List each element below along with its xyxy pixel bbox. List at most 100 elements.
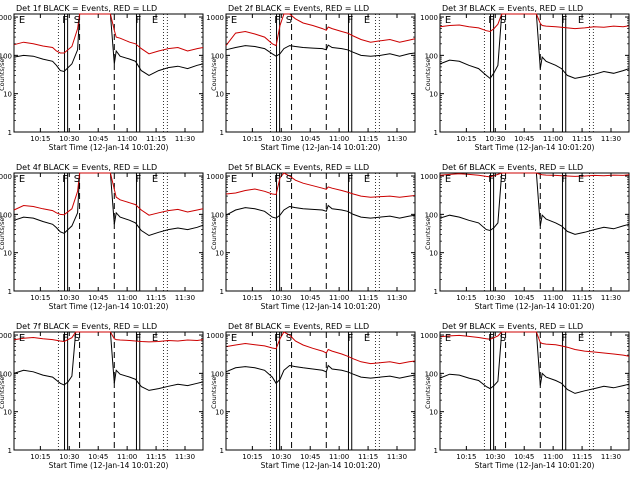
y-tick-label: 10 [3, 250, 12, 258]
marker-letter: F [488, 174, 494, 185]
panel-title: Det 2f BLACK = Events, RED = LLD [228, 4, 369, 13]
panel-title: Det 7f BLACK = Events, RED = LLD [16, 322, 157, 331]
x-axis-label: Start Time (12-Jan-14 10:01:20) [261, 461, 381, 470]
x-tick-label: 11:00 [117, 294, 137, 302]
marker-letter: S [286, 15, 292, 26]
y-tick-label: 100 [0, 52, 12, 60]
series-line-events [225, 204, 416, 219]
marker-letter: E [445, 174, 451, 185]
y-tick-label: 10 [429, 91, 438, 99]
y-tick-label: 100 [211, 52, 224, 60]
y-tick-label: 1000 [420, 173, 438, 181]
series-line-lld [225, 331, 416, 365]
x-tick-label: 10:15 [30, 294, 50, 302]
x-tick-label: 10:45 [300, 135, 320, 143]
x-tick-label: 11:15 [146, 294, 166, 302]
plot-frame [225, 172, 416, 292]
y-tick-label: 10 [215, 409, 224, 417]
marker-letter: S [500, 15, 506, 26]
marker-letter: E [445, 333, 451, 344]
x-tick-label: 10:30 [271, 294, 291, 302]
y-tick-label: 10 [215, 250, 224, 258]
series-line-lld [439, 331, 630, 357]
series-line-events [13, 13, 204, 76]
marker-letter: S [74, 174, 80, 185]
x-tick-label: 10:30 [485, 453, 505, 461]
y-tick-label: 100 [211, 370, 224, 378]
x-tick-label: 10:15 [456, 453, 476, 461]
plot-frame [439, 331, 630, 451]
x-tick-label: 11:15 [358, 453, 378, 461]
marker-letter: F [136, 15, 142, 26]
marker-letter: E [445, 15, 451, 26]
x-axis-label: Start Time (12-Jan-14 10:01:20) [49, 461, 169, 470]
x-tick-label: 10:45 [300, 294, 320, 302]
x-tick-label: 11:00 [543, 453, 563, 461]
series-line-events [439, 172, 630, 235]
marker-letter: E [231, 15, 237, 26]
panel-title: Det 8f BLACK = Events, RED = LLD [228, 322, 369, 331]
marker-letter: S [286, 333, 292, 344]
series-line-events [225, 44, 416, 57]
marker-letter: E [152, 333, 158, 344]
y-tick-label: 1 [8, 129, 12, 137]
y-tick-label: 1 [8, 288, 12, 296]
y-axis-label: Counts/sec [210, 55, 218, 91]
panel-1: EFSFE110100100010:1510:3010:4511:0011:15… [0, 4, 204, 152]
series-line-events [439, 331, 630, 394]
x-tick-label: 10:45 [88, 135, 108, 143]
x-tick-label: 10:45 [514, 453, 534, 461]
marker-letter: E [152, 15, 158, 26]
x-tick-label: 11:30 [387, 135, 407, 143]
marker-letter: E [364, 333, 370, 344]
marker-letter: F [348, 333, 354, 344]
y-tick-label: 100 [425, 52, 438, 60]
x-axis-label: Start Time (12-Jan-14 10:01:20) [49, 143, 169, 152]
marker-letter: E [19, 333, 25, 344]
x-tick-label: 11:30 [175, 453, 195, 461]
y-axis-label: Counts/sec [0, 55, 6, 91]
y-tick-label: 100 [0, 211, 12, 219]
y-tick-label: 1000 [420, 14, 438, 22]
marker-letter: F [488, 333, 494, 344]
plot-frame [439, 172, 630, 292]
series-line-lld [13, 331, 204, 343]
y-tick-label: 1 [220, 288, 224, 296]
marker-letter: F [62, 15, 68, 26]
plot-frame [225, 331, 416, 451]
x-tick-label: 11:30 [601, 453, 621, 461]
y-tick-label: 100 [211, 211, 224, 219]
x-tick-label: 10:45 [88, 453, 108, 461]
x-tick-label: 11:30 [601, 135, 621, 143]
marker-letter: E [364, 174, 370, 185]
series-line-lld [439, 13, 630, 33]
marker-letter: E [152, 174, 158, 185]
series-line-lld [439, 172, 630, 178]
x-tick-label: 11:30 [175, 294, 195, 302]
x-tick-label: 11:00 [329, 135, 349, 143]
y-axis-label: Counts/sec [424, 373, 432, 409]
marker-letter: F [62, 174, 68, 185]
panel-title: Det 9f BLACK = Events, RED = LLD [442, 322, 583, 331]
y-axis-label: Counts/sec [424, 55, 432, 91]
panel-title: Det 5f BLACK = Events, RED = LLD [228, 163, 369, 172]
series-line-events [225, 364, 416, 385]
marker-letter: F [488, 15, 494, 26]
x-tick-label: 11:00 [543, 294, 563, 302]
x-axis-label: Start Time (12-Jan-14 10:01:20) [475, 302, 595, 311]
marker-letter: E [578, 174, 584, 185]
y-tick-label: 1000 [0, 173, 12, 181]
x-tick-label: 11:15 [146, 135, 166, 143]
x-tick-label: 11:15 [572, 135, 592, 143]
x-tick-label: 10:30 [59, 453, 79, 461]
y-tick-label: 10 [429, 250, 438, 258]
marker-letter: E [364, 15, 370, 26]
x-tick-label: 10:15 [242, 294, 262, 302]
marker-letter: E [578, 15, 584, 26]
plot-frame [439, 13, 630, 133]
x-tick-label: 10:15 [242, 135, 262, 143]
marker-letter: F [274, 174, 280, 185]
x-tick-label: 10:45 [514, 135, 534, 143]
